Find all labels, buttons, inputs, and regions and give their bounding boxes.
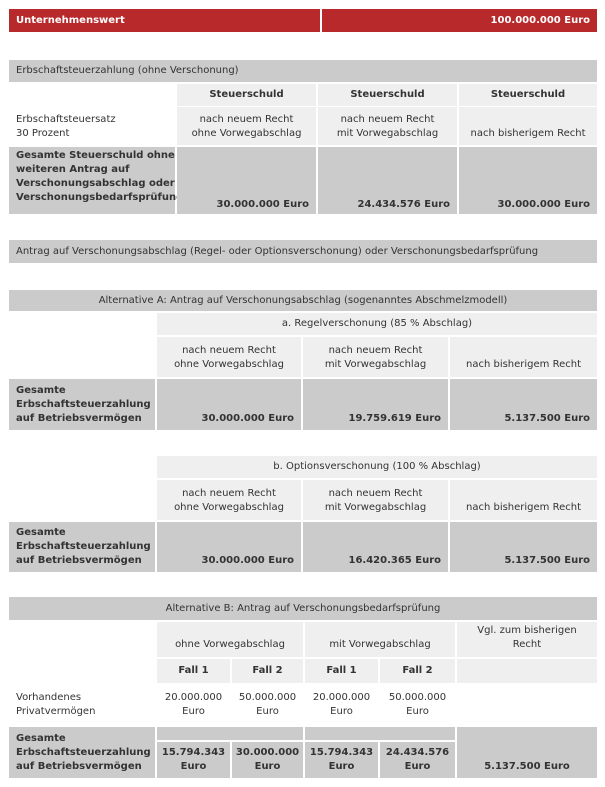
total-tax-value: 30.000.000 Euro bbox=[177, 147, 316, 214]
regelverschonung-title: a. Regelverschonung (85 % Abschlag) bbox=[157, 313, 597, 335]
compare-header: Vgl. zum bisherigen Recht bbox=[457, 622, 597, 657]
col-subheader: nach neuem Recht ohne Vorwegabschlag bbox=[157, 337, 301, 377]
regel-value: 30.000.000 Euro bbox=[157, 379, 301, 430]
group-header: ohne Vorwegabschlag bbox=[157, 622, 303, 657]
total-payment-value: 30.000.000 Euro bbox=[232, 742, 303, 778]
total-payment-value: 15.794.343 Euro bbox=[157, 742, 230, 778]
total-payment-label: Gesamte Erbschaftsteuerzahlung auf Betri… bbox=[9, 522, 155, 572]
col-header: Steuerschuld bbox=[318, 84, 457, 106]
group-header: mit Vorwegabschlag bbox=[305, 622, 455, 657]
section-relief-application-title: Antrag auf Verschonungsabschlag (Regel- … bbox=[9, 240, 597, 263]
col-header: Steuerschuld bbox=[459, 84, 597, 106]
private-assets-label: Vorhandenes Privatvermögen bbox=[16, 692, 96, 717]
col-subheader: nach neuem Recht mit Vorwegabschlag bbox=[303, 337, 448, 377]
blank-cell bbox=[157, 727, 303, 740]
col-subheader: nach bisherigem Recht bbox=[450, 337, 597, 377]
option-value: 5.137.500 Euro bbox=[450, 522, 597, 572]
col-header: Steuerschuld bbox=[177, 84, 316, 106]
col-subheader: nach neuem Recht ohne Vorwegabschlag bbox=[177, 107, 316, 145]
total-payment-label: Gesamte Erbschaftsteuerzahlung auf Betri… bbox=[9, 379, 155, 430]
total-payment-value: 24.434.576 Euro bbox=[380, 742, 455, 778]
col-subheader: nach bisherigem Recht bbox=[450, 480, 597, 520]
alternative-b-title: Alternative B: Antrag auf Verschonungsbe… bbox=[9, 597, 597, 620]
total-payment-value: 15.794.343 Euro bbox=[305, 742, 378, 778]
case-header: Fall 1 bbox=[157, 659, 230, 683]
total-payment-label: Gesamte Erbschaftsteuerzahlung auf Betri… bbox=[9, 727, 155, 778]
section-tax-without-relief-title: Erbschaftsteuerzahlung (ohne Verschonung… bbox=[9, 60, 597, 82]
col-subheader: nach neuem Recht ohne Vorwegabschlag bbox=[157, 480, 301, 520]
case-header: Fall 1 bbox=[305, 659, 378, 683]
total-tax-value: 30.000.000 Euro bbox=[459, 147, 597, 214]
case-header: Fall 2 bbox=[380, 659, 455, 683]
col-subheader: nach neuem Recht mit Vorwegabschlag bbox=[318, 107, 457, 145]
company-value: 100.000.000 Euro bbox=[322, 9, 597, 32]
regel-value: 5.137.500 Euro bbox=[450, 379, 597, 430]
option-value: 30.000.000 Euro bbox=[157, 522, 301, 572]
company-value-label: Unternehmenswert bbox=[9, 9, 320, 32]
private-assets-value: 20.000.000 Euro bbox=[164, 692, 223, 717]
alternative-a-title: Alternative A: Antrag auf Verschonungsab… bbox=[9, 290, 597, 311]
regel-value: 19.759.619 Euro bbox=[303, 379, 448, 430]
col-subheader: nach neuem Recht mit Vorwegabschlag bbox=[303, 480, 448, 520]
compare-value: 5.137.500 Euro bbox=[457, 727, 597, 778]
private-assets-value: 20.000.000 Euro bbox=[312, 692, 371, 717]
compare-blank bbox=[457, 659, 597, 683]
blank-cell bbox=[305, 727, 455, 740]
private-assets-value: 50.000.000 Euro bbox=[238, 692, 297, 717]
total-tax-label: Gesamte Steuerschuld ohne weiteren Antra… bbox=[9, 147, 183, 214]
option-value: 16.420.365 Euro bbox=[303, 522, 448, 572]
case-header: Fall 2 bbox=[232, 659, 303, 683]
private-assets-value: 50.000.000 Euro bbox=[388, 692, 447, 717]
total-tax-value: 24.434.576 Euro bbox=[318, 147, 457, 214]
optionsverschonung-title: b. Optionsverschonung (100 % Abschlag) bbox=[157, 456, 597, 478]
col-subheader: nach bisherigem Recht bbox=[459, 107, 597, 145]
tax-rate-label: Erbschaftsteuersatz 30 Prozent bbox=[16, 114, 116, 139]
